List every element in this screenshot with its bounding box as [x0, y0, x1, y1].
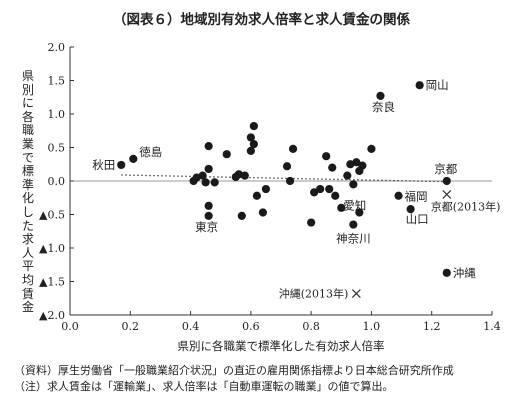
data-point: [337, 203, 346, 212]
y-axis-label: 県別に各職業で標準化した求人平均賃金: [21, 69, 34, 315]
point-label: 沖縄: [453, 266, 476, 280]
data-point: [415, 81, 424, 90]
data-point: [261, 184, 271, 194]
point-label: 京都: [434, 162, 457, 176]
data-point: [322, 152, 331, 161]
data-point: [246, 146, 255, 155]
data-point: [222, 150, 231, 159]
point-label: 東京: [195, 220, 218, 234]
point-label: 福岡: [405, 190, 428, 204]
data-point: [252, 191, 261, 200]
x-tick-label: 0.6: [242, 320, 260, 333]
point-label: 徳島: [139, 145, 162, 159]
point-label: 奈良: [372, 100, 395, 114]
data-point: [331, 191, 340, 200]
data-point: [442, 268, 451, 277]
data-point: [117, 160, 126, 170]
data-point: [355, 208, 364, 217]
y-tick-label: ▲0.5: [39, 209, 65, 222]
y-tick-label: 0.5: [48, 142, 66, 155]
marker-2013: [351, 289, 361, 298]
data-point: [240, 171, 249, 180]
data-point: [352, 158, 361, 167]
point-label: 秋田: [92, 158, 115, 172]
marker-2013: [442, 189, 452, 199]
data-point: [316, 184, 325, 194]
point-label: 神奈川: [336, 232, 371, 246]
data-point: [201, 178, 210, 187]
data-point: [349, 180, 358, 189]
data-point: [204, 201, 213, 210]
data-point: [285, 176, 295, 186]
y-tick-label: ▲2.0: [39, 309, 65, 322]
data-point: [325, 184, 334, 194]
source-note: （資料）厚生労働省「一般職業紹介状況」の直近の雇用関係指標より日本総合研究所作成: [14, 364, 454, 377]
y-tick-label: 2.0: [48, 41, 66, 54]
data-point: [394, 191, 403, 200]
data-point: [367, 144, 376, 153]
y-tick-label: 1.5: [48, 75, 66, 88]
data-point: [204, 211, 213, 220]
x-tick-label: 1.0: [363, 320, 381, 333]
x-tick-label: 0.0: [61, 320, 79, 333]
data-point: [129, 154, 138, 163]
data-point: [406, 205, 415, 214]
data-point: [210, 178, 219, 187]
data-point: [204, 164, 213, 174]
data-point: [198, 171, 207, 180]
data-point: [288, 144, 298, 153]
point-label: 岡山: [426, 78, 449, 92]
x-tick-label: 1.4: [483, 320, 501, 333]
data-point: [376, 91, 385, 101]
point-label: 山口: [406, 212, 429, 226]
data-point: [328, 163, 337, 172]
data-point: [258, 208, 268, 217]
chart-title: （図表６）地域別有効求人倍率と求人賃金の関係: [113, 12, 410, 28]
footnote: （注）求人賃金は「運輸業」、求人倍率は「自動車運転の職業」の値で算出。: [14, 380, 394, 393]
data-point: [249, 140, 258, 149]
data-point: [307, 218, 316, 227]
data-point: [310, 188, 319, 197]
data-point: [442, 176, 451, 186]
data-point: [282, 162, 292, 171]
y-tick-label: ▲1.5: [39, 276, 65, 289]
x-tick-label: 0.8: [302, 320, 320, 333]
y-tick-label: ▲1.0: [39, 242, 65, 255]
data-point: [204, 142, 213, 151]
data-point: [349, 220, 358, 229]
marker-2013-label: 京都(2013年): [431, 199, 501, 213]
figure-notes: （資料）厚生労働省「一般職業紹介状況」の直近の雇用関係指標より日本総合研究所作成…: [14, 363, 454, 395]
y-tick-label: 1.0: [48, 108, 66, 121]
data-point: [343, 171, 352, 180]
x-tick-label: 1.2: [423, 320, 441, 333]
x-tick-label: 0.4: [182, 320, 200, 333]
data-point: [237, 211, 246, 220]
data-point: [249, 121, 258, 131]
y-tick-label: 0.0: [48, 175, 66, 188]
x-axis-label: 県別に各職業で標準化した有効求人倍率: [178, 339, 385, 353]
x-tick-label: 0.2: [122, 320, 140, 333]
data-point: [358, 161, 367, 170]
data-point: [246, 133, 255, 142]
marker-2013-label: 沖縄(2013年): [279, 287, 349, 301]
